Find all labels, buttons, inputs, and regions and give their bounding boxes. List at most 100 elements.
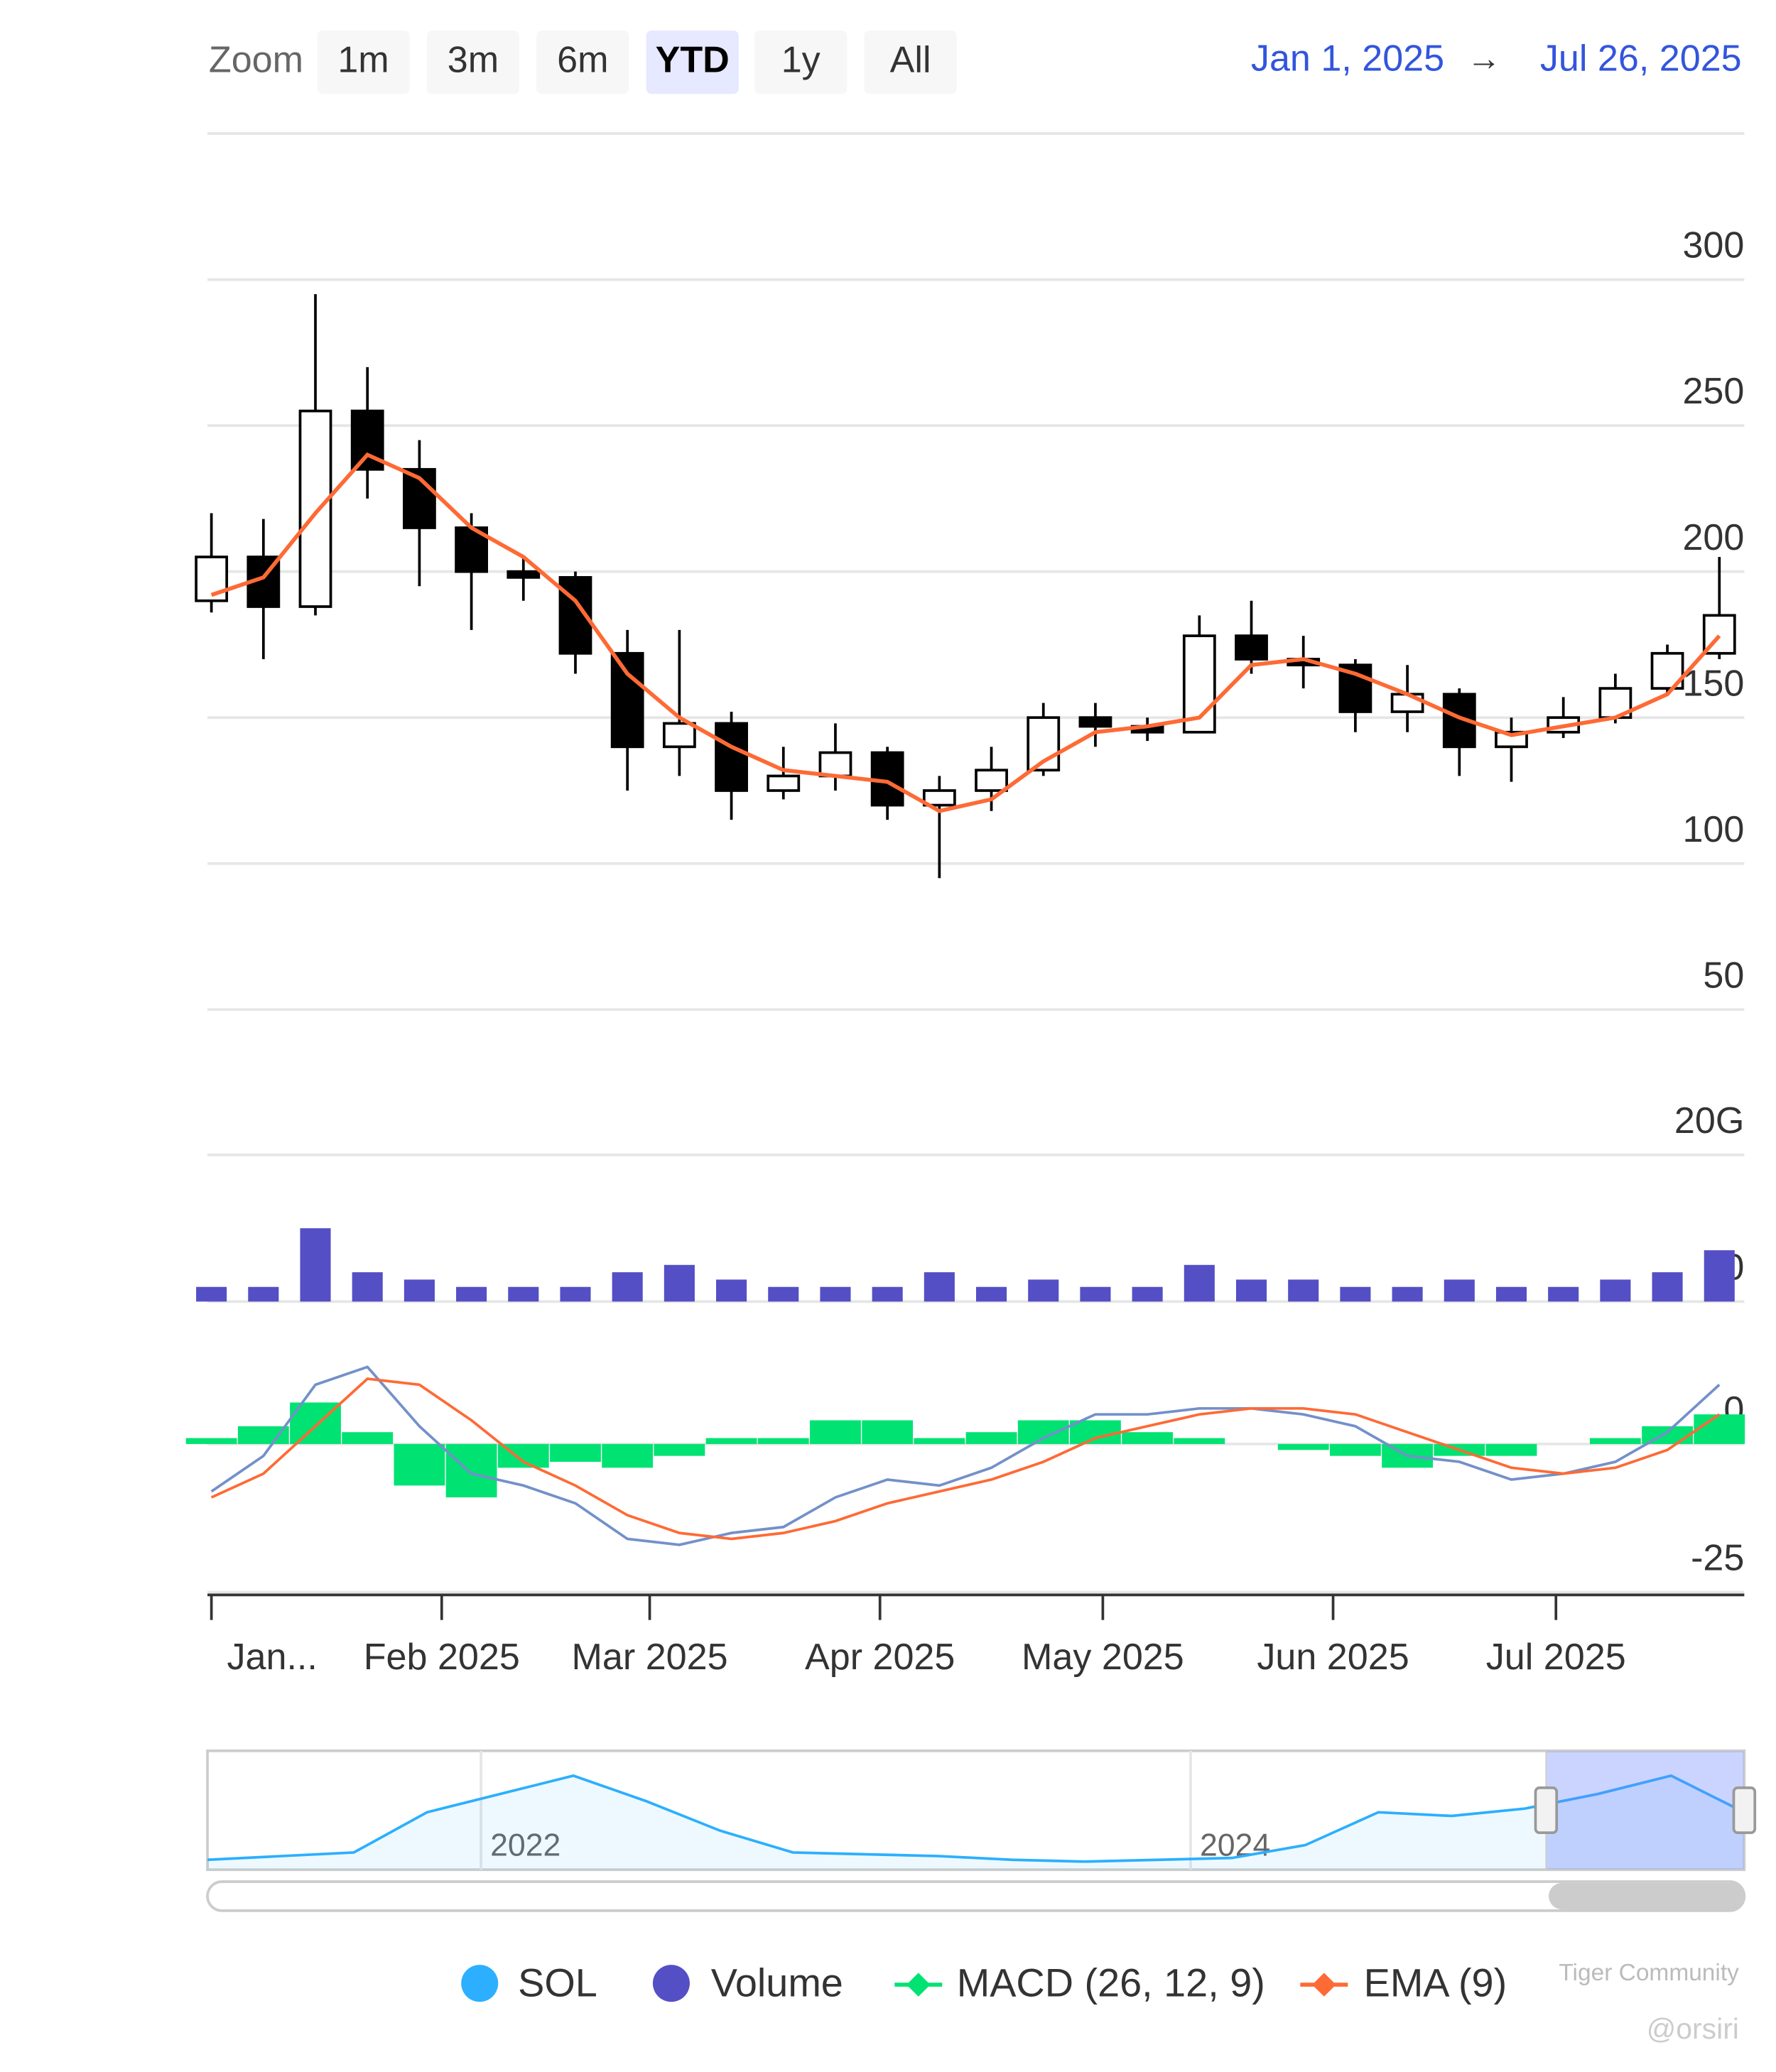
candle-body [715, 722, 748, 792]
range-from[interactable]: Jan 1, 2025 [1251, 38, 1444, 79]
volume-bar [1080, 1286, 1111, 1302]
zoom-button-label[interactable]: All [890, 39, 931, 80]
macd-histogram [1277, 1443, 1329, 1450]
macd-histogram [757, 1438, 809, 1444]
macd-histogram [705, 1438, 757, 1444]
navigator-label: 2022 [490, 1828, 561, 1862]
navigator-frame [206, 1749, 1746, 1872]
macd-histogram [394, 1443, 445, 1486]
scrollbar-thumb[interactable] [1549, 1882, 1745, 1910]
y-tick-label: 200 [1682, 517, 1744, 558]
x-tick-label: Feb 2025 [364, 1637, 520, 1678]
y-tick-label: 50 [1703, 955, 1744, 996]
zoom-button-label[interactable]: 6m [557, 39, 608, 80]
zoom-button[interactable] [426, 30, 520, 94]
x-tick-label: Jun 2025 [1257, 1637, 1409, 1678]
range-separator: → [1467, 40, 1501, 78]
legend-label[interactable]: Volume [711, 1960, 843, 2005]
volume-bar [1392, 1286, 1423, 1302]
range-to[interactable]: Jul 26, 2025 [1540, 38, 1742, 79]
volume-bar [248, 1286, 279, 1302]
legend-marker[interactable] [461, 1965, 499, 2002]
scrollbar-track[interactable] [206, 1880, 1746, 1912]
zoom-button[interactable] [754, 30, 848, 94]
zoom-button-label[interactable]: 1y [781, 39, 821, 80]
volume-bar [976, 1286, 1007, 1302]
macd-histogram [1070, 1420, 1121, 1444]
candle-body [662, 722, 696, 749]
volume-bar [664, 1264, 695, 1302]
macd-line [210, 1365, 1721, 1546]
legend-label[interactable]: EMA (9) [1364, 1960, 1507, 2005]
macd-histogram [1174, 1438, 1225, 1444]
macd-histogram [602, 1443, 654, 1468]
volume-bar [1652, 1272, 1683, 1302]
macd-histogram [965, 1432, 1017, 1444]
volume-bar [300, 1228, 331, 1302]
volume-bar [1495, 1286, 1527, 1302]
zoom-button[interactable] [646, 30, 739, 94]
zoom-button[interactable] [317, 30, 410, 94]
legend-label[interactable]: MACD (26, 12, 9) [957, 1960, 1265, 2005]
navigator-area [207, 1775, 1745, 1870]
legend-marker[interactable] [652, 1965, 690, 2002]
macd-histogram [914, 1438, 965, 1444]
volume-bar [1028, 1279, 1059, 1302]
volume-bar [1600, 1279, 1631, 1302]
legend-label[interactable]: SOL [518, 1960, 597, 2005]
candle-body [610, 651, 644, 749]
y-tick-label: 300 [1682, 225, 1744, 266]
navigator-handle[interactable] [1732, 1786, 1757, 1835]
volume-bar [1184, 1264, 1215, 1302]
y-tick-label: 250 [1682, 371, 1744, 412]
x-tick-label: May 2025 [1022, 1637, 1184, 1678]
x-tick-label: Jul 2025 [1486, 1637, 1626, 1678]
candle-body [1078, 716, 1112, 728]
zoom-button-label[interactable]: YTD [656, 39, 730, 80]
zoom-button[interactable] [536, 30, 629, 94]
x-tick-label: Jan... [227, 1637, 317, 1678]
navigator-handle[interactable] [1534, 1786, 1559, 1835]
y-tick-label: 20G [1674, 1100, 1744, 1141]
candle-body [818, 751, 852, 778]
volume-bar [508, 1286, 539, 1302]
y-tick-label: 150 [1682, 663, 1744, 704]
volume-bar [820, 1286, 851, 1302]
volume-bar [1235, 1279, 1267, 1302]
volume-bar [1548, 1286, 1579, 1302]
candle-body [1390, 693, 1424, 713]
zoom-button-label[interactable]: 1m [337, 39, 389, 80]
candle-body [767, 774, 801, 792]
x-tick-label: Mar 2025 [572, 1637, 728, 1678]
candle-body [975, 769, 1008, 792]
legend-marker[interactable] [1312, 1973, 1336, 1997]
macd-histogram [342, 1432, 394, 1444]
macd-histogram [1330, 1443, 1381, 1456]
volume-bar [1132, 1286, 1163, 1302]
volume-bar [612, 1272, 643, 1302]
macd-histogram [1017, 1420, 1069, 1444]
volume-bar [872, 1286, 903, 1302]
y-tick-label: 100 [1682, 809, 1744, 850]
macd-histogram [550, 1443, 601, 1462]
volume-bar [1444, 1279, 1475, 1302]
macd-histogram [1694, 1414, 1745, 1444]
navigator-selection[interactable] [1545, 1750, 1745, 1871]
volume-bar [560, 1286, 591, 1302]
zoom-button[interactable] [864, 30, 957, 94]
macd-histogram [1485, 1443, 1537, 1456]
macd-histogram [237, 1426, 289, 1444]
candle-body [298, 409, 332, 608]
candle-body [507, 570, 541, 579]
candle-body [1235, 634, 1268, 661]
zoom-button-label[interactable]: 3m [448, 39, 499, 80]
macd-histogram [445, 1443, 497, 1498]
watermark-brand: Tiger Community [1559, 1960, 1739, 1986]
volume-bar [768, 1286, 799, 1302]
macd-histogram [185, 1438, 237, 1444]
watermark-handle: @orsiri [1647, 2012, 1739, 2045]
macd-histogram [654, 1443, 705, 1456]
volume-bar [1288, 1279, 1319, 1302]
macd-histogram [1122, 1432, 1174, 1444]
legend-marker[interactable] [906, 1973, 931, 1997]
